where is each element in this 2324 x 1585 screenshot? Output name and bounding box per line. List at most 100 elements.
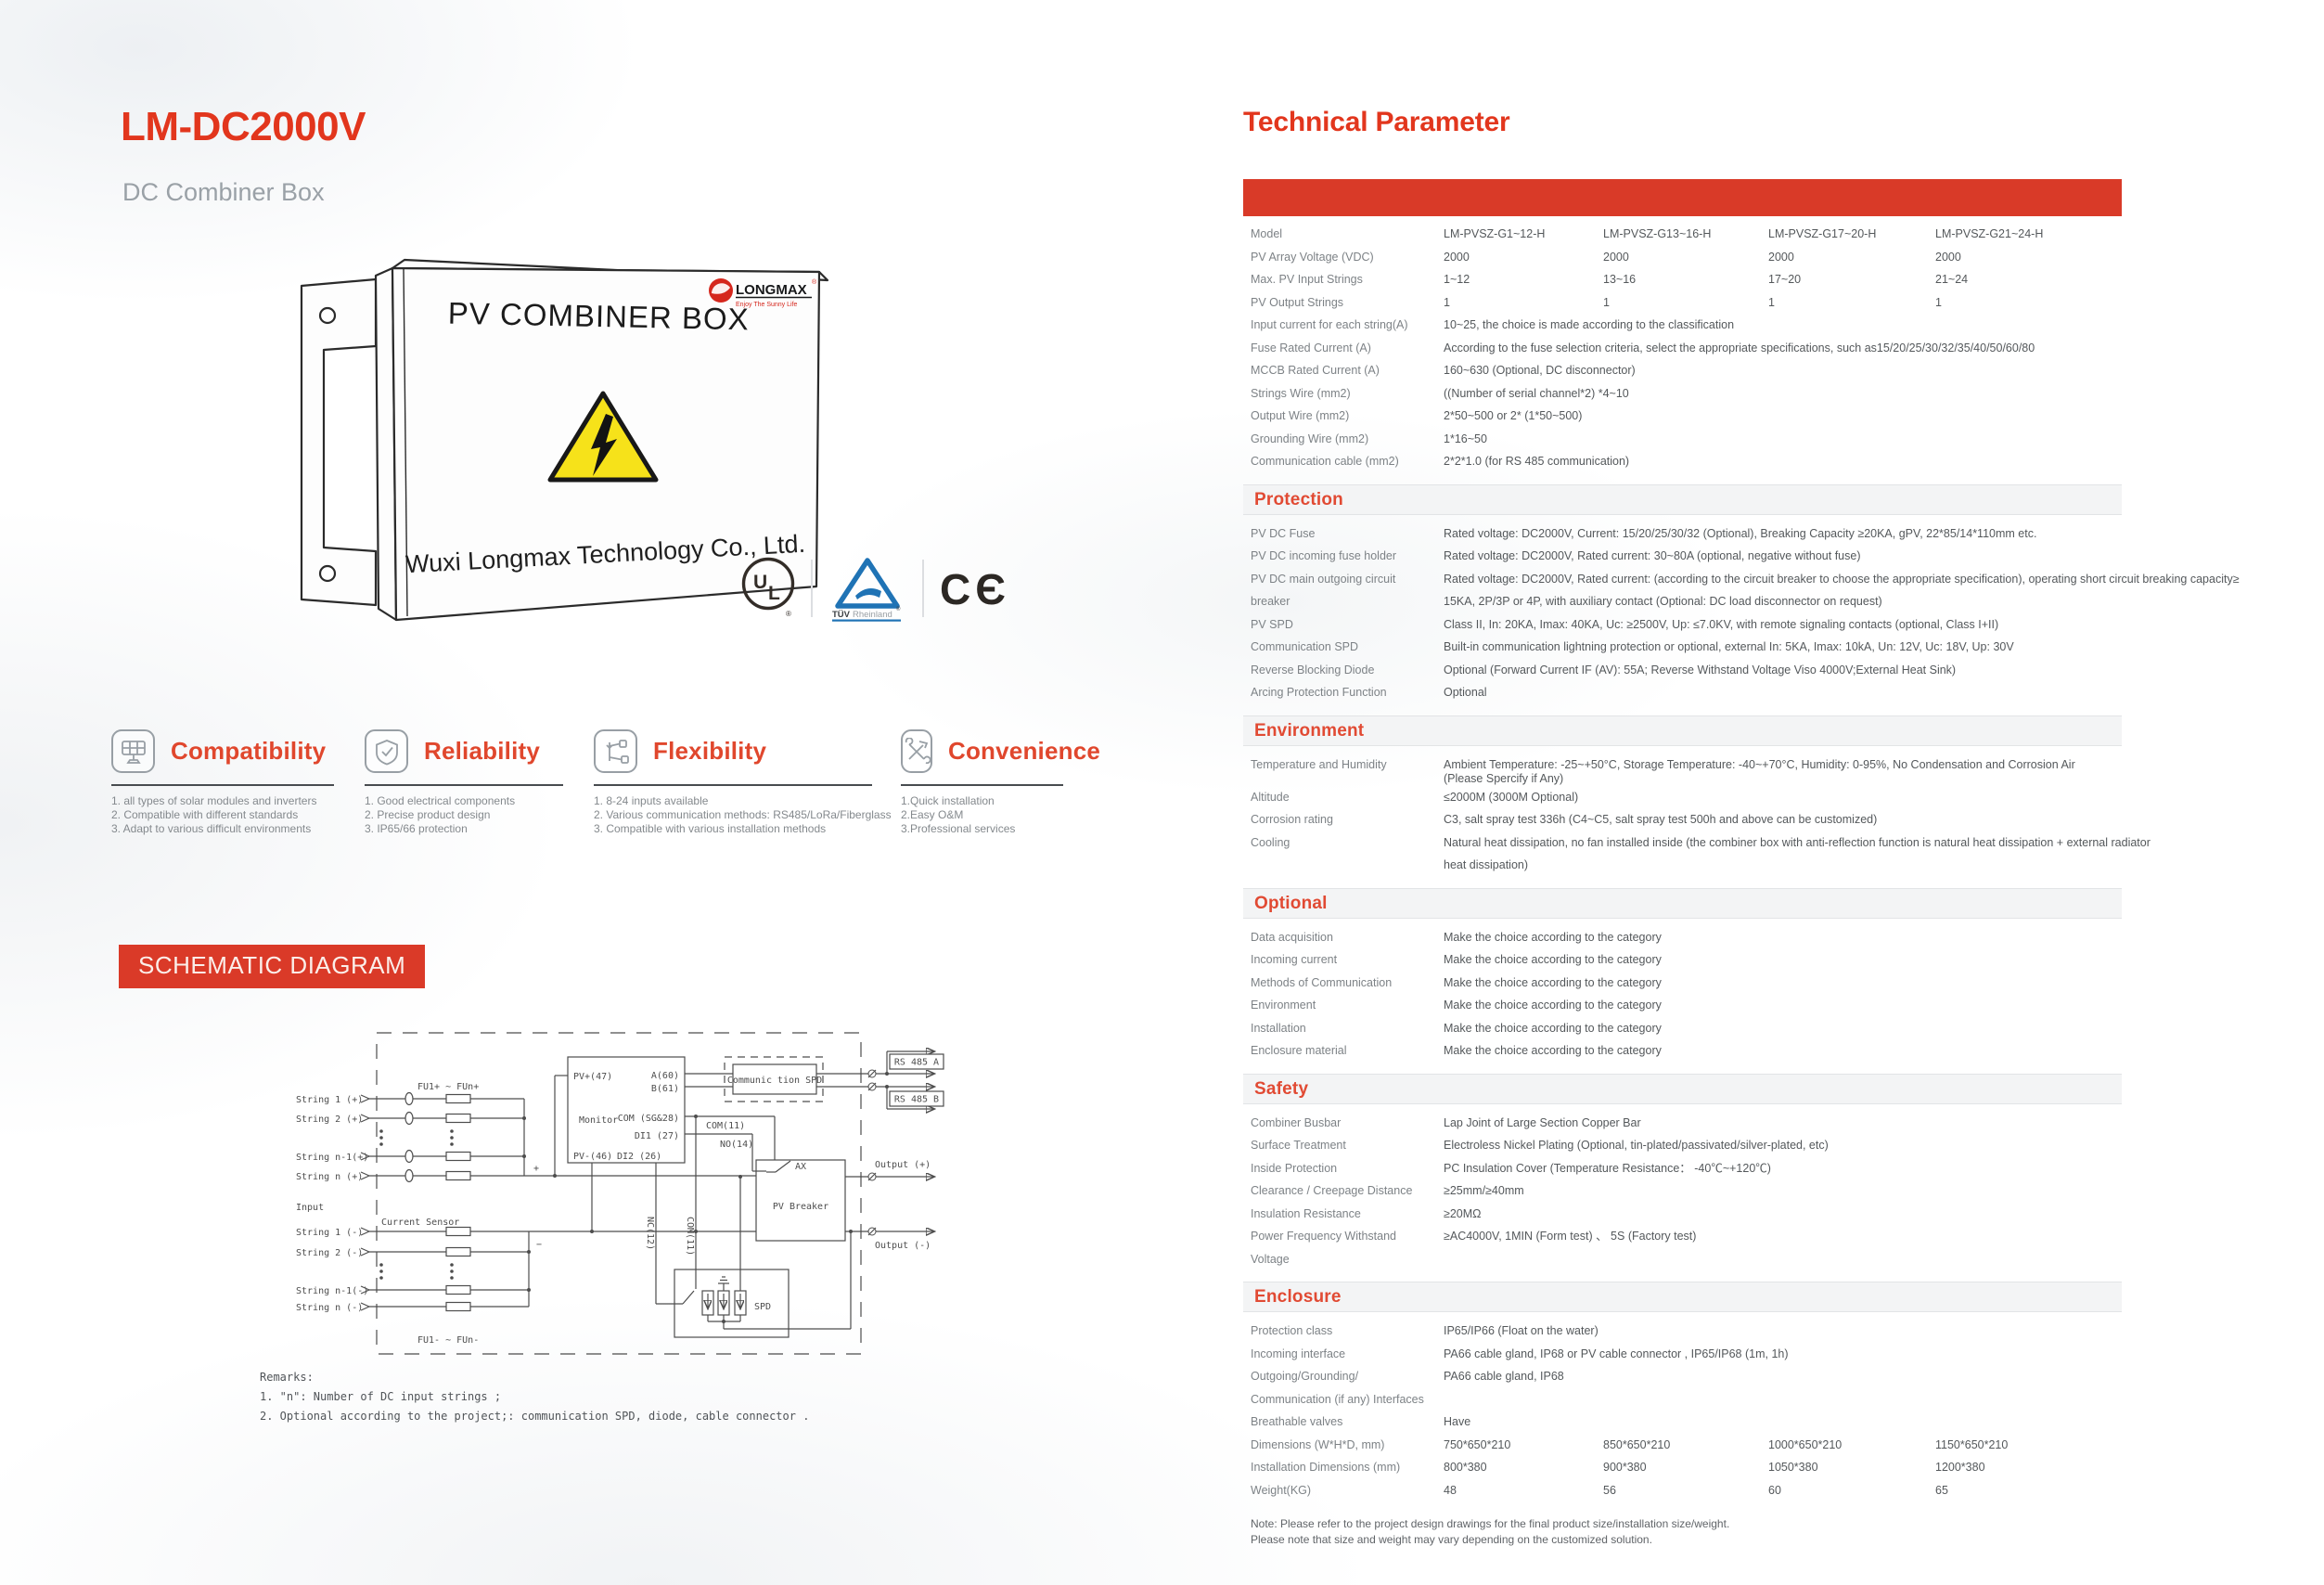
svg-text:Monitor: Monitor [579,1115,618,1126]
svg-text:NO(14): NO(14) [720,1140,753,1150]
table-row: PV DC main outgoing circuit breaker Rate… [1251,572,2240,609]
section-header-safety: Safety [1243,1073,2122,1104]
ce-mark-icon: CЄ [940,565,1006,613]
table-row: Max. PV Input Strings 1~12 13~16 17~20 2… [1251,273,1969,286]
svg-text:®: ® [896,606,901,612]
mounting-bracket [300,277,378,607]
table-row: Insulation Resistance ≥20MΩ [1251,1206,1482,1220]
section-header-optional: Optional [1243,887,2122,919]
table-row: Temperature and Humidity Ambient Tempera… [1251,757,2075,785]
svg-text:Output (+): Output (+) [875,1160,931,1170]
divider [365,784,563,786]
feature-item: 2. Compatible with different standards [111,808,299,821]
table-row: Dimensions (W*H*D, mm) 750*650*210 850*6… [1251,1437,2009,1451]
footnote-line: Please note that size and weight may var… [1251,1533,1652,1546]
svg-text:Rheinland: Rheinland [853,610,892,620]
svg-text:DI2 (26): DI2 (26) [617,1152,661,1162]
remark-line: Remarks: [260,1371,314,1384]
table-row: Weight(KG) 48 56 60 65 [1251,1483,1948,1497]
negative-string-inputs: Input Current Sensor String 1 (-) String… [296,1203,756,1346]
box-panel-title: PV COMBINER BOX [447,296,750,337]
svg-text:String 1 (+): String 1 (+) [296,1095,363,1105]
enclosure-rows: Protection class IP65/IP66 (Float on the… [1243,1320,2273,1501]
svg-text:®: ® [812,278,817,286]
technical-parameter-panel: Technical Parameter Model LM-PVSZ-G1~12-… [1243,104,2273,1548]
shield-icon [365,729,408,773]
svg-text:RS 485 A: RS 485 A [894,1058,939,1068]
svg-text:Output (-): Output (-) [875,1241,931,1251]
svg-text:DI1 (27): DI1 (27) [635,1131,679,1141]
svg-text:A(60): A(60) [651,1071,679,1081]
svg-text:L: L [768,583,780,604]
svg-text:String 2 (-): String 2 (-) [296,1248,363,1258]
table-row: PV DC incoming fuse holder Rated voltage… [1251,549,1861,562]
pv-breaker-box: PV Breaker [755,1159,846,1242]
schematic-remarks: Remarks: 1. "n": Number of DC input stri… [260,1368,809,1426]
table-header-banner [1243,179,2122,216]
footnote-line: Note: Please refer to the project design… [1251,1517,1730,1530]
table-row: Methods of Communication Make the choice… [1251,975,1662,989]
table-row: Grounding Wire (mm2) 1*16~50 [1251,432,1487,445]
footnote: Note: Please refer to the project design… [1243,1516,2273,1548]
page-title: LM-DC2000V [121,104,366,149]
table-row: Protection class IP65/IP66 (Float on the… [1251,1324,1599,1337]
table-row: PV Output Strings 1 1 1 1 [1251,295,1942,309]
spd-box [674,1269,790,1338]
section-title: Technical Parameter [1243,107,1510,137]
divider [922,560,924,617]
svg-text:COM(11): COM(11) [685,1217,695,1256]
svg-text:COM(11): COM(11) [706,1121,745,1131]
table-row: MCCB Rated Current (A) 160~630 (Optional… [1251,364,1636,377]
table-row: Model LM-PVSZ-G1~12-H LM-PVSZ-G13~16-H L… [1251,227,2044,240]
svg-text:+: + [533,1164,539,1174]
feature-item: 3. IP65/66 protection [365,822,468,835]
table-row: Incoming interface PA66 cable gland, IP6… [1251,1347,1789,1360]
feature-item: 3. Compatible with various installation … [594,822,827,835]
spd-internals: NC(12) COM(11) SPD [645,1116,853,1330]
svg-text:PV+(47): PV+(47) [573,1072,612,1082]
certification-marks: U L ® TÜV Rheinland ® CЄ [740,553,1008,624]
table-row: PV DC Fuse Rated voltage: DC2000V, Curre… [1251,526,2037,540]
divider [811,560,813,617]
svg-text:String n (-): String n (-) [296,1303,363,1313]
safety-rows: Combiner Busbar Lap Joint of Large Secti… [1243,1112,2273,1271]
table-row: Installation Dimensions (mm) 800*380 900… [1251,1461,1985,1474]
longmax-logo: LONGMAX ® Enjoy The Sunny Life [709,278,817,308]
svg-text:String 2 (+): String 2 (+) [296,1115,363,1125]
branch-icon [594,729,637,773]
feature-item: 2. Precise product design [365,808,491,821]
svg-text:AX: AX [795,1162,806,1172]
svg-text:NC(12): NC(12) [645,1217,655,1250]
page-subtitle: DC Combiner Box [122,178,325,206]
table-row: Strings Wire (mm2) ((Number of serial ch… [1251,386,1629,400]
warning-triangle-icon [547,391,659,483]
feature-item: 2. Various communication methods: RS485/… [594,808,892,821]
svg-text:String n-1(-): String n-1(-) [296,1286,368,1296]
svg-text:−: − [536,1240,542,1250]
aux-contact-wiring: COM(11) NO(14) AX [685,1115,806,1173]
table-row: Altitude ≤2000M (3000M Optional) [1251,790,1579,804]
table-row: Combiner Busbar Lap Joint of Large Secti… [1251,1115,1641,1129]
table-row: Outgoing/Grounding/ Communication (if an… [1251,1370,1564,1406]
table-row: Arcing Protection Function Optional [1251,686,1487,699]
divider [594,784,872,786]
svg-text:String n-1(+): String n-1(+) [296,1153,368,1163]
svg-text:Current Sensor: Current Sensor [381,1218,459,1228]
feature-item: 3.Professional services [901,822,1016,835]
feature-item: 1. Good electrical components [365,794,516,807]
svg-text:COM (SG&28): COM (SG&28) [618,1114,679,1124]
svg-text:String n (+): String n (+) [296,1172,363,1182]
table-row: Incoming current Make the choice accordi… [1251,953,1662,966]
divider [901,784,1063,786]
solar-panel-icon [111,729,155,773]
table-row: PV SPD Class II, In: 20KA, Imax: 40KA, U… [1251,617,1999,631]
section-header-protection: Protection [1243,483,2122,515]
svg-text:PV Breaker: PV Breaker [773,1202,828,1212]
table-row: Cooling Natural heat dissipation, no fan… [1251,835,2151,872]
svg-text:U: U [753,572,767,593]
feature-item: 2.Easy O&M [901,808,964,821]
optional-rows: Data acquisition Make the choice accordi… [1243,926,2273,1063]
tools-icon [901,729,932,773]
svg-text:SPD: SPD [754,1302,771,1312]
